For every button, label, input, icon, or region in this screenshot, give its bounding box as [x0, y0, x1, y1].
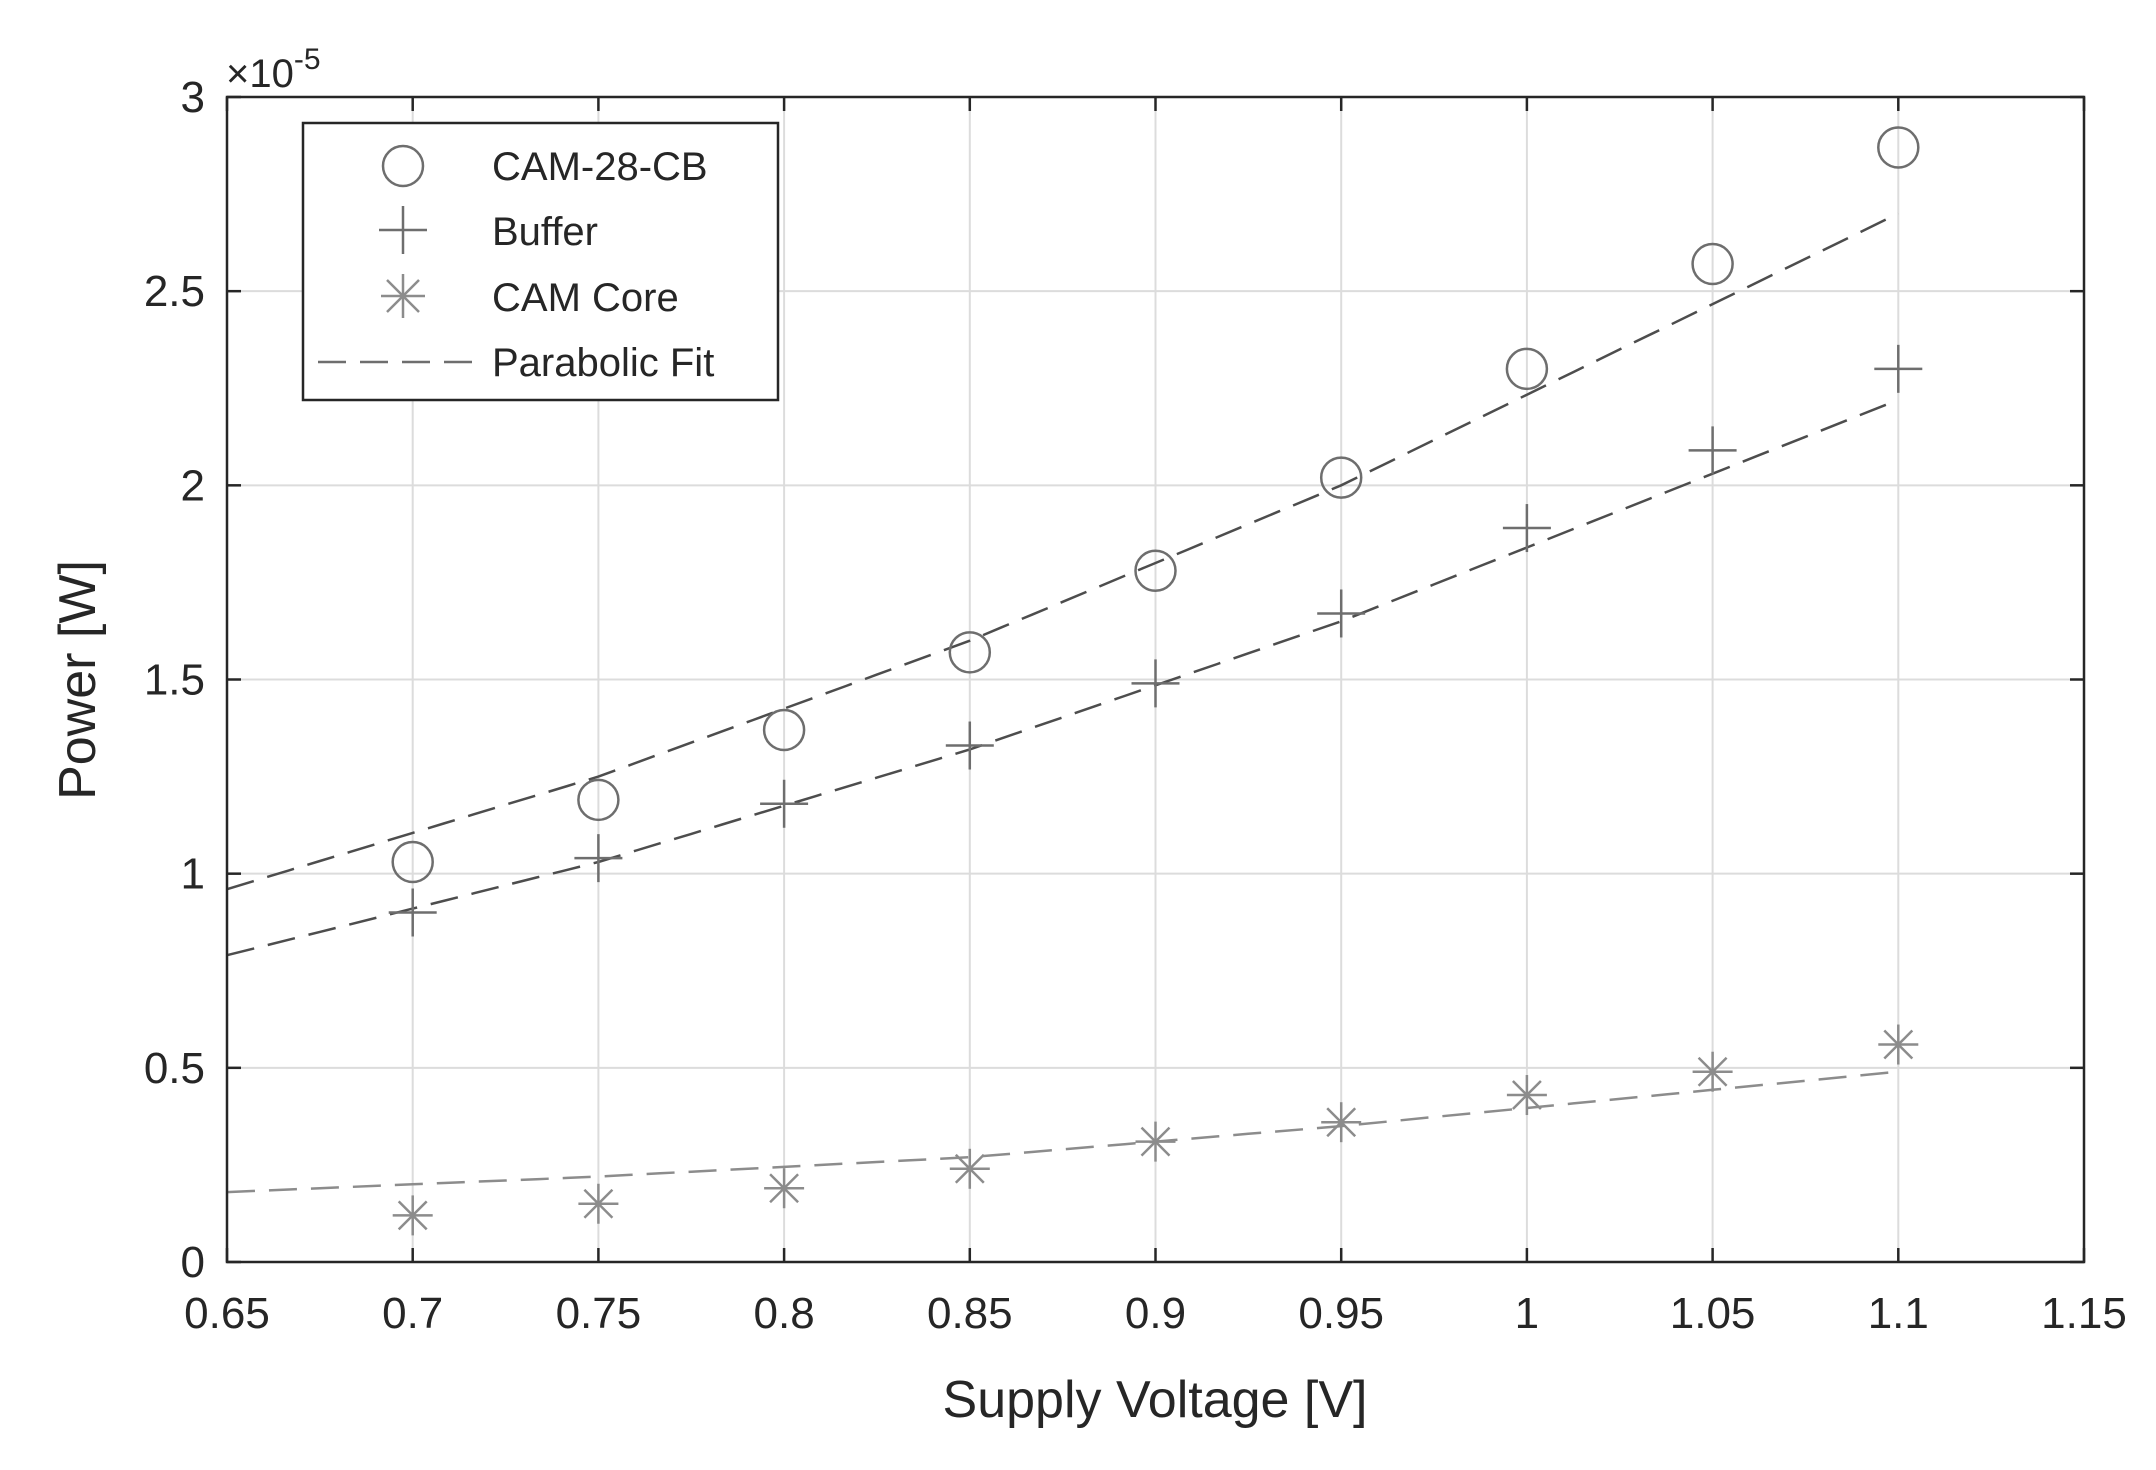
legend: CAM-28-CB Buffer CAM Core Parabolic Fit: [301, 121, 780, 402]
y-axis-label: Power [W]: [49, 560, 107, 800]
x-tick-label: 0.7: [382, 1289, 443, 1338]
x-tick-label: 0.85: [927, 1289, 1013, 1338]
data-markers: [388, 126, 1923, 1236]
marker-buffer: [945, 721, 994, 770]
legend-label-parabolic-fit: Parabolic Fit: [492, 341, 714, 385]
marker-cam-28-cb: [577, 778, 620, 822]
marker-cam-28-cb: [1319, 456, 1363, 499]
y-tick-label: 0: [181, 1238, 205, 1287]
legend-label-cam-28-cb: CAM-28-CB: [492, 145, 708, 189]
exponent-label: ×10-5: [226, 43, 321, 96]
y-tick-label: 3: [181, 73, 205, 122]
y-tick-label: 2: [181, 461, 205, 510]
x-tick-labels: 0.65 0.7 0.75 0.8 0.85 0.9 0.95 1 1.05 1.1 1.15: [184, 1289, 2127, 1338]
marker-buffer: [574, 834, 623, 883]
marker-buffer: [388, 888, 437, 937]
y-tick-label: 1: [181, 850, 205, 899]
ticks: [225, 95, 2086, 1264]
marker-buffer: [1874, 344, 1923, 393]
x-tick-label: 0.9: [1125, 1289, 1186, 1338]
x-axis-label: Supply Voltage [V]: [943, 1371, 1368, 1429]
marker-cam-core: [764, 1168, 805, 1209]
marker-cam-28-cb: [1505, 347, 1549, 391]
legend-symbol-plus: [379, 206, 427, 254]
legend-label-buffer: Buffer: [492, 210, 598, 254]
exponent-power: -5: [294, 43, 321, 76]
marker-cam-28-cb: [1877, 126, 1920, 169]
x-tick-label: 0.75: [556, 1289, 642, 1338]
marker-cam-28-cb: [391, 840, 434, 884]
marker-buffer: [1131, 659, 1180, 708]
marker-cam-core: [578, 1183, 619, 1224]
marker-cam-28-cb: [948, 631, 992, 674]
marker-buffer: [1502, 504, 1551, 553]
fit-line-cam-28-cb: [226, 212, 1899, 891]
y-tick-labels: 0 0.5 1 1.5 2 2.5 3: [144, 73, 205, 1287]
y-tick-label: 0.5: [144, 1044, 205, 1093]
marker-cam-28-cb: [1691, 242, 1734, 286]
marker-cam-core: [392, 1195, 433, 1236]
x-tick-label: 0.65: [184, 1289, 270, 1338]
marker-cam-core: [1692, 1051, 1733, 1092]
marker-cam-28-cb: [1134, 549, 1177, 593]
x-tick-label: 0.95: [1298, 1289, 1384, 1338]
marker-cam-core: [1135, 1121, 1176, 1162]
x-tick-label: 1.1: [1868, 1289, 1929, 1338]
y-tick-label: 2.5: [144, 267, 205, 316]
legend-symbol-asterisk: [381, 274, 425, 318]
marker-cam-core: [1321, 1102, 1362, 1143]
marker-buffer: [1317, 589, 1366, 638]
legend-symbol-circle: [381, 144, 425, 188]
y-tick-label: 1.5: [144, 656, 205, 705]
x-tick-label: 1.15: [2041, 1289, 2127, 1338]
marker-cam-core: [1506, 1075, 1547, 1116]
legend-label-cam-core: CAM Core: [492, 276, 679, 320]
marker-buffer: [1688, 426, 1737, 475]
marker-cam-28-cb: [762, 708, 806, 752]
marker-buffer: [760, 779, 809, 828]
x-tick-label: 1.05: [1670, 1289, 1756, 1338]
marker-cam-core: [949, 1148, 990, 1189]
marker-cam-core: [1878, 1024, 1919, 1065]
x-tick-label: 1: [1515, 1289, 1539, 1338]
x-tick-label: 0.8: [754, 1289, 815, 1338]
